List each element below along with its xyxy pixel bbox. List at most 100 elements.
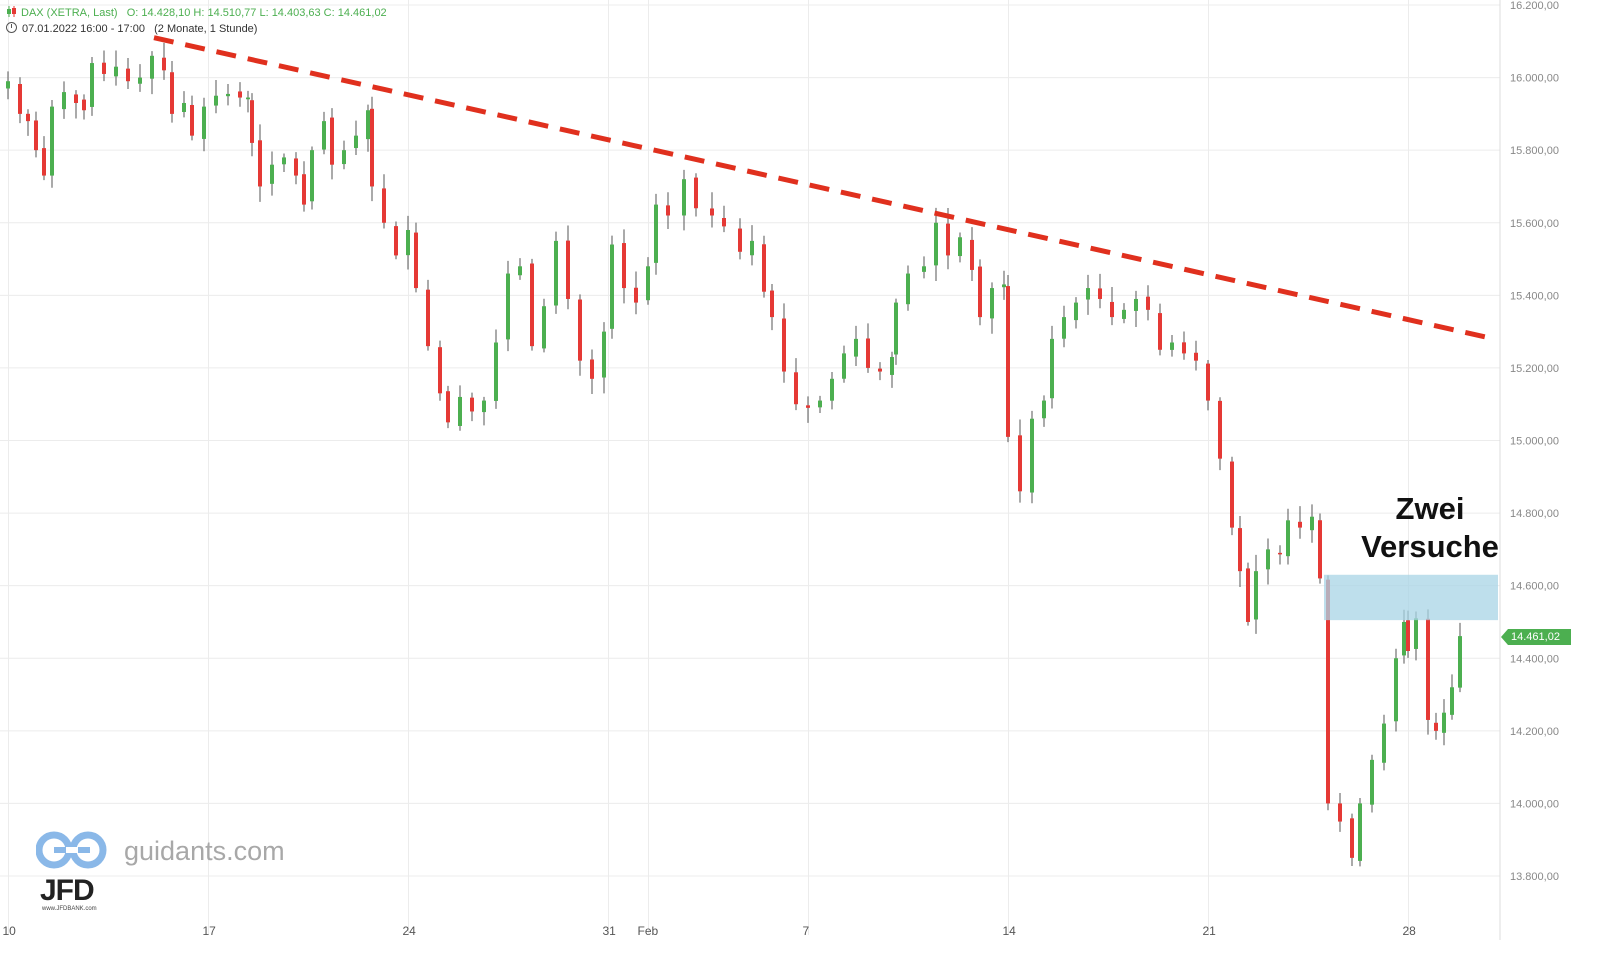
candle-body xyxy=(1326,579,1330,804)
candle-body xyxy=(1122,309,1126,319)
chart-header-instrument: DAX (XETRA, Last) O: 14.428,10 H: 14.510… xyxy=(6,6,387,19)
last-price-tag: 14.461,02 xyxy=(1501,629,1571,645)
candle-body xyxy=(794,372,798,405)
y-tick-label: 15.400,00 xyxy=(1510,290,1559,302)
y-tick-label: 14.400,00 xyxy=(1510,653,1559,665)
candle-body xyxy=(922,266,926,272)
candle-body xyxy=(958,237,962,257)
candle-body xyxy=(1450,687,1454,715)
candle-body xyxy=(946,223,950,256)
candle-body xyxy=(102,62,106,74)
x-tick-label: 10 xyxy=(3,924,17,938)
y-tick-label: 15.200,00 xyxy=(1510,363,1559,375)
candle-body xyxy=(722,218,726,227)
candle-body xyxy=(602,331,606,378)
candle-body xyxy=(1218,400,1222,459)
candle-body xyxy=(74,94,78,103)
candle-body xyxy=(258,140,262,187)
candle-body xyxy=(830,378,834,401)
y-tick-label: 13.800,00 xyxy=(1510,871,1559,883)
candle-body xyxy=(330,117,334,165)
candle-body xyxy=(842,353,846,379)
x-tick-label: 21 xyxy=(1203,924,1217,938)
candle-body xyxy=(182,102,186,112)
x-tick-label: Feb xyxy=(638,924,659,938)
annotation-text: Zwei Versuche xyxy=(1350,490,1510,566)
x-tick-label: 7 xyxy=(803,924,810,938)
candle-body xyxy=(770,290,774,318)
range-label: (2 Monate, 1 Stunde) xyxy=(154,23,258,35)
candle-body xyxy=(250,100,254,143)
candle-body xyxy=(114,66,118,77)
candle-body xyxy=(1442,712,1446,733)
candle-body xyxy=(310,150,314,202)
candle-body xyxy=(1414,618,1418,649)
candle-body xyxy=(1110,301,1114,318)
candle-body xyxy=(1426,618,1430,720)
guidants-logo-icon xyxy=(36,831,107,869)
candle-body xyxy=(1318,520,1322,579)
candle-body xyxy=(1350,818,1354,858)
candle-body xyxy=(530,263,534,347)
candle-body xyxy=(202,106,206,139)
candle-body xyxy=(1338,803,1342,822)
candle-body xyxy=(1170,342,1174,350)
candle-body xyxy=(1030,418,1034,493)
candle-body xyxy=(226,93,230,97)
candle-body xyxy=(482,400,486,413)
candle-body xyxy=(738,228,742,252)
candle-body xyxy=(394,226,398,256)
candle-body xyxy=(578,299,582,361)
candle-icon xyxy=(7,6,16,17)
candle-body xyxy=(1266,549,1270,570)
candle-body xyxy=(610,244,614,329)
candle-body xyxy=(566,240,570,299)
candle-body xyxy=(414,232,418,289)
candle-body xyxy=(782,318,786,372)
candle-body xyxy=(6,81,10,89)
candle-body xyxy=(1286,520,1290,557)
candle-body xyxy=(126,68,130,82)
candle-body xyxy=(1310,516,1314,531)
candle-body xyxy=(1246,568,1250,622)
candle-body xyxy=(762,244,766,292)
candle-body xyxy=(1278,552,1282,555)
candle-body xyxy=(1074,302,1078,321)
candle-body xyxy=(190,104,194,136)
candle-body xyxy=(446,391,450,423)
candle-body xyxy=(1434,722,1438,731)
watermark-site: guidants.com xyxy=(124,836,285,866)
candle-body xyxy=(1006,286,1010,437)
candle-body xyxy=(246,97,250,100)
candle-body xyxy=(818,400,822,408)
candle-body xyxy=(18,84,22,114)
y-tick-label: 14.600,00 xyxy=(1510,581,1559,593)
candle-body xyxy=(694,177,698,209)
x-tick-label: 28 xyxy=(1403,924,1417,938)
clock-icon xyxy=(6,22,17,33)
candle-body xyxy=(458,396,462,426)
candle-body xyxy=(382,188,386,223)
candle-body xyxy=(470,397,474,412)
candle-body xyxy=(90,63,94,107)
y-tick-label: 15.000,00 xyxy=(1510,436,1559,448)
candle-body xyxy=(34,120,38,151)
candle-body xyxy=(890,357,894,375)
candle-body xyxy=(1458,636,1462,688)
candle-body xyxy=(322,121,326,150)
candle-body xyxy=(162,57,166,71)
candle-body xyxy=(1194,352,1198,361)
candle-body xyxy=(170,72,174,114)
candle-body xyxy=(302,174,306,205)
candle-body xyxy=(806,405,810,408)
candle-body xyxy=(406,230,410,256)
y-tick-label: 16.000,00 xyxy=(1510,73,1559,85)
candle-body xyxy=(906,273,910,305)
candle-body xyxy=(138,77,142,84)
candle-body xyxy=(1086,288,1090,300)
x-tick-label: 17 xyxy=(203,924,217,938)
candle-body xyxy=(622,243,626,289)
candle-body xyxy=(238,91,242,98)
y-tick-label: 16.200,00 xyxy=(1510,0,1559,12)
